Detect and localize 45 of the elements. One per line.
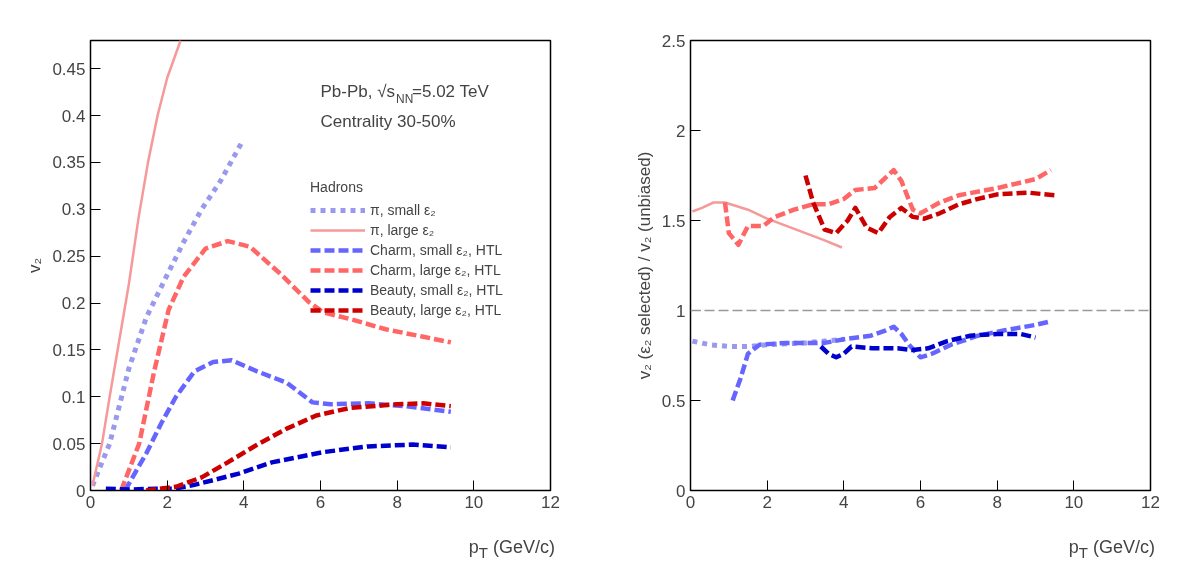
x-axis-title: p$_{T}$ (GeV/c) — [468, 536, 555, 563]
line-series — [143, 401, 454, 491]
x-tick-label: 4 — [839, 492, 849, 512]
legend-label: π, large ε₂ — [370, 222, 435, 238]
y-tick-label: 1.5 — [661, 211, 686, 231]
x-tick-label: 10 — [464, 492, 484, 512]
y-tick-label: 2 — [676, 121, 686, 141]
y-tick-label: 0.25 — [52, 247, 86, 267]
x-axis-title: p$_{T}$ (GeV/c) — [1068, 536, 1155, 563]
x-tick-label: 8 — [992, 492, 1002, 512]
line-series — [118, 238, 454, 491]
legend-label: Beauty, small ε₂, HTL — [370, 282, 503, 298]
legend-label: Charm, small ε₂, HTL — [370, 242, 503, 258]
y-tick-label: 0.4 — [61, 106, 86, 126]
line-series — [691, 201, 844, 249]
x-tick-label: 2 — [162, 492, 172, 512]
y-axis-title: v₂ — [25, 257, 45, 274]
y-tick-label: 0.05 — [52, 434, 86, 454]
y-tick-label: 0.15 — [52, 340, 86, 360]
annotation: Centrality 30-50% — [320, 111, 456, 131]
x-tick-label: 10 — [1064, 492, 1084, 512]
y-tick-label: 1 — [676, 301, 686, 321]
legend-label: Beauty, large ε₂, HTL — [370, 302, 502, 318]
y-tick-label: 0.45 — [52, 59, 86, 79]
line-series — [818, 331, 1038, 360]
line-series — [103, 442, 454, 491]
x-tick-label: 6 — [915, 492, 926, 512]
legend-label: Charm, large ε₂, HTL — [370, 262, 501, 278]
x-tick-label: 8 — [392, 492, 402, 512]
legend-title: Hadrons — [310, 179, 364, 195]
y-tick-label: 0.5 — [661, 391, 686, 411]
x-tick-label: 6 — [315, 492, 326, 512]
y-tick-label: 0.35 — [52, 153, 86, 173]
y-tick-label: 0.3 — [61, 200, 86, 220]
x-tick-label: 4 — [239, 492, 249, 512]
legend-label: π, small ε₂ — [370, 202, 436, 218]
x-tick-label: 2 — [762, 492, 772, 512]
x-tick-label: 12 — [541, 492, 560, 512]
line-series — [722, 167, 1054, 248]
y-tick-label: 2.5 — [661, 31, 686, 51]
y-tick-label: 0.2 — [61, 294, 86, 313]
line-series — [803, 173, 1057, 236]
y-tick-label: 0.1 — [61, 387, 86, 407]
y-axis-title: v₂ (ε₂ selected) / v₂ (unbiased) — [634, 151, 654, 380]
x-tick-label: 12 — [1141, 492, 1160, 512]
